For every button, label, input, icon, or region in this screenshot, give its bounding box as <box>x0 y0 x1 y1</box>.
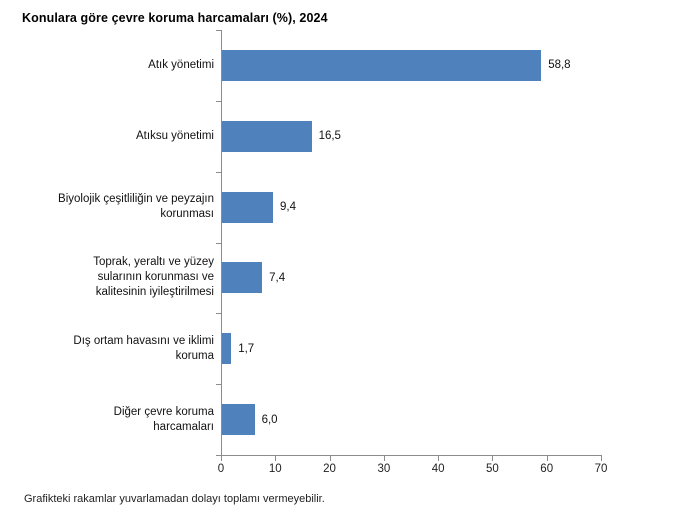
category-label: Dış ortam havasını ve iklimi koruma <box>73 334 214 362</box>
x-tick-label: 30 <box>377 463 391 475</box>
category-label: Atıksu yönetimi <box>136 129 214 142</box>
bar <box>222 191 274 223</box>
bar <box>222 120 312 152</box>
bar <box>222 49 542 81</box>
category-label: Diğer çevre koruma harcamaları <box>113 405 214 433</box>
value-label: 9,4 <box>280 201 297 214</box>
y-axis-tick <box>216 30 221 31</box>
bar <box>222 333 232 365</box>
x-axis-tick <box>492 456 494 461</box>
category-label: Toprak, yeraltı ve yüzey sularının korun… <box>93 256 214 299</box>
value-label: 7,4 <box>269 271 286 284</box>
y-axis-line <box>221 30 222 455</box>
x-axis-tick <box>275 456 277 461</box>
category-label: Atık yönetimi <box>148 58 214 71</box>
value-label: 1,7 <box>238 342 255 355</box>
y-axis-tick <box>216 384 221 386</box>
y-axis-tick <box>216 100 221 102</box>
x-axis-tick <box>546 456 548 461</box>
x-axis-line <box>221 455 602 456</box>
x-tick-label: 50 <box>486 463 499 475</box>
y-axis-tick <box>216 313 221 315</box>
chart-title: Konulara göre çevre koruma harcamaları (… <box>22 11 328 25</box>
x-tick-label: 60 <box>540 463 554 475</box>
x-tick-label: 70 <box>594 463 608 475</box>
x-axis-tick <box>601 456 602 461</box>
x-tick-label: 20 <box>323 463 336 475</box>
x-axis-tick <box>438 456 440 461</box>
x-tick-label: 0 <box>217 463 225 475</box>
x-tick-label: 40 <box>431 463 445 475</box>
value-label: 58,8 <box>548 59 571 72</box>
y-axis-tick <box>216 455 221 456</box>
category-label: Biyolojik çeşitliliğin ve peyzajın korun… <box>58 193 214 221</box>
y-axis-tick <box>216 171 221 173</box>
bar <box>222 404 255 436</box>
y-axis-tick <box>216 242 221 244</box>
x-axis-tick <box>329 456 331 461</box>
x-axis-tick <box>383 456 385 461</box>
x-axis-tick <box>221 456 222 461</box>
footnote: Grafikteki rakamlar yuvarlamadan dolayı … <box>24 493 325 505</box>
x-tick-label: 10 <box>268 463 282 475</box>
value-label: 6,0 <box>261 413 278 426</box>
value-label: 16,5 <box>318 130 341 143</box>
bar <box>222 262 263 294</box>
